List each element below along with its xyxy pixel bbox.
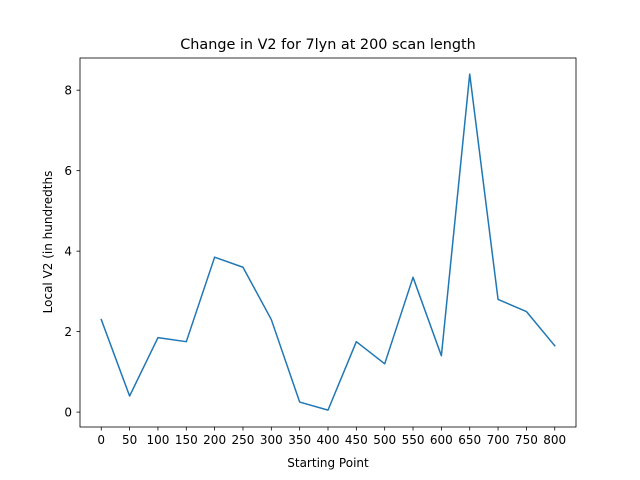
chart-title: Change in V2 for 7lyn at 200 scan length	[180, 37, 476, 53]
x-tick-label: 350	[288, 433, 311, 447]
x-tick-label: 50	[122, 433, 137, 447]
x-tick-label: 700	[487, 433, 510, 447]
x-tick-label: 100	[146, 433, 169, 447]
x-axis-ticks: 0 50 100 150 200 250 300 350 400 450 500 550 600 650 7…	[97, 427, 566, 447]
y-tick-label: 8	[64, 83, 72, 97]
x-tick-label: 650	[458, 433, 481, 447]
x-tick-label: 550	[402, 433, 425, 447]
x-tick-label: 500	[373, 433, 396, 447]
x-tick-label: 450	[345, 433, 368, 447]
y-tick-label: 4	[64, 244, 72, 258]
x-tick-label: 600	[430, 433, 453, 447]
x-tick-label: 150	[175, 433, 198, 447]
x-tick-label: 300	[260, 433, 283, 447]
x-tick-label: 0	[97, 433, 105, 447]
x-tick-label: 200	[203, 433, 226, 447]
y-axis-label: Local V2 (in hundredths	[41, 171, 55, 314]
series-layer	[100, 73, 556, 411]
y-tick-label: 6	[64, 164, 72, 178]
x-tick-label: 800	[543, 433, 566, 447]
y-tick-label: 2	[64, 325, 72, 339]
y-tick-label: 0	[64, 405, 72, 419]
plot-frame	[79, 57, 577, 428]
series-line-0	[100, 73, 556, 411]
x-tick-label: 750	[515, 433, 538, 447]
x-axis-label: Starting Point	[287, 456, 369, 470]
y-axis-ticks: 0 2 4 6 8	[64, 83, 80, 419]
x-tick-label: 250	[232, 433, 255, 447]
x-tick-label: 400	[317, 433, 340, 447]
